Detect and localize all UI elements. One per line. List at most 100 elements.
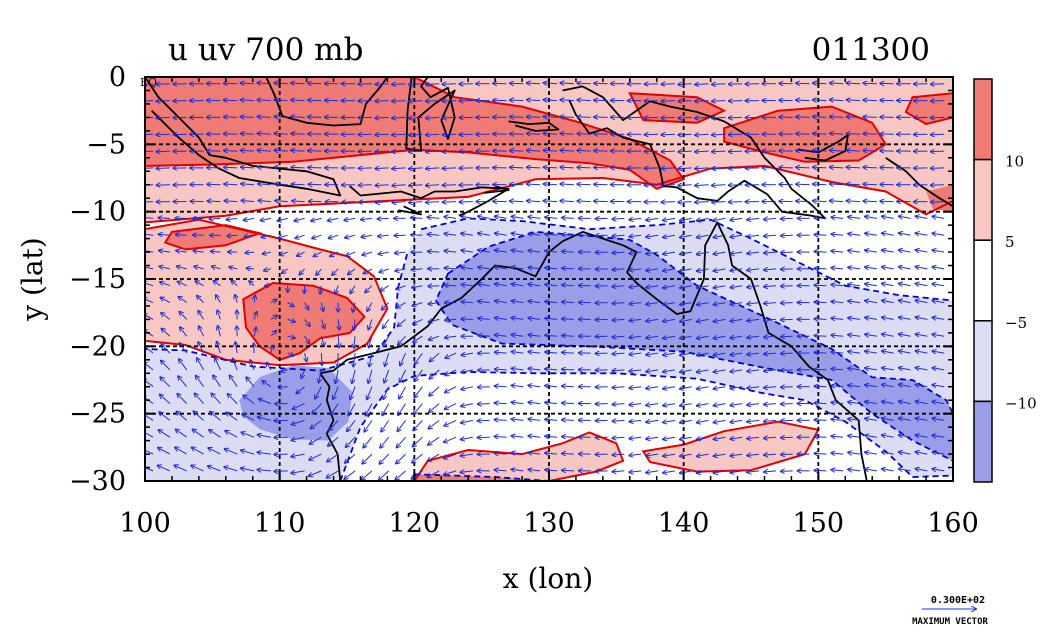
wind-vector <box>320 285 322 294</box>
wind-vector <box>394 252 406 253</box>
wind-vector <box>644 117 659 118</box>
wind-vector <box>695 168 709 169</box>
wind-vector <box>292 201 305 202</box>
wind-vector <box>197 358 205 371</box>
wind-vector <box>478 284 490 286</box>
wind-vector <box>494 284 507 286</box>
wind-vector <box>764 235 776 236</box>
wind-vector <box>145 430 154 438</box>
wind-vector <box>304 302 309 310</box>
wind-vector <box>327 453 339 462</box>
wind-vector <box>509 167 524 168</box>
wind-vector <box>282 268 288 274</box>
wind-vector <box>350 285 356 294</box>
wind-vector <box>398 335 406 345</box>
wind-vector <box>930 202 945 203</box>
wind-vector <box>932 334 945 336</box>
wind-vector <box>932 284 945 286</box>
wind-vector <box>258 201 271 202</box>
wind-vector <box>382 403 390 416</box>
wind-vector <box>260 218 272 220</box>
wind-vector <box>629 471 642 472</box>
wind-vector <box>730 353 743 355</box>
wind-vector <box>848 402 861 404</box>
wind-vector <box>428 420 440 429</box>
wind-vector <box>577 150 591 151</box>
wind-vector <box>663 387 675 389</box>
wind-vector <box>264 269 272 271</box>
wind-vector <box>444 217 457 219</box>
wind-vector <box>442 84 457 85</box>
wind-vector <box>696 336 709 338</box>
wind-vector <box>160 377 171 388</box>
wind-vector <box>646 319 659 321</box>
wind-vector <box>301 369 305 379</box>
wind-vector <box>829 150 844 151</box>
wind-vector <box>543 167 558 168</box>
wind-vector <box>528 267 541 269</box>
wind-vector <box>494 420 507 421</box>
wind-vector <box>713 235 726 237</box>
wind-vector <box>545 285 558 286</box>
wind-vector <box>346 251 356 256</box>
wind-vector <box>915 267 928 269</box>
wind-vector <box>307 117 322 118</box>
wind-vector <box>679 353 692 355</box>
wind-vector <box>509 100 524 101</box>
wind-vector <box>663 303 675 305</box>
colorbar-labels: 10 5 −5 −10 <box>1005 153 1037 413</box>
wind-vector <box>243 218 255 220</box>
wind-vector <box>629 437 642 439</box>
wind-vector <box>915 368 928 370</box>
wind-vector <box>713 454 726 456</box>
wind-vector <box>445 369 457 376</box>
wind-vector <box>145 234 154 235</box>
wind-vector <box>932 452 945 454</box>
coastline-segment <box>405 77 456 152</box>
wind-vector <box>679 370 692 372</box>
wind-vector <box>560 201 574 202</box>
wind-vector <box>780 437 793 438</box>
wind-vector <box>562 319 574 320</box>
wind-vector <box>528 469 541 471</box>
wind-vector <box>445 386 457 393</box>
wind-vector <box>545 352 558 353</box>
wind-vector <box>545 217 558 218</box>
wind-vector <box>180 327 188 337</box>
wind-vector <box>350 386 356 400</box>
wind-vector <box>612 353 625 354</box>
wind-vector <box>881 435 894 437</box>
wind-vector <box>369 352 372 367</box>
wind-vector <box>848 234 861 236</box>
wind-vector <box>258 399 272 405</box>
wind-vector <box>678 168 692 169</box>
wind-vector <box>629 252 642 253</box>
wind-vector <box>257 417 272 421</box>
wind-vector <box>898 418 911 420</box>
wind-vector <box>865 284 877 286</box>
wind-vector <box>443 453 457 459</box>
wind-vector <box>528 369 541 370</box>
wind-vector <box>331 403 339 416</box>
wind-vector <box>846 201 861 202</box>
wind-vector <box>197 296 204 303</box>
wind-vector <box>932 368 945 370</box>
wind-vector <box>278 235 288 238</box>
wind-vector <box>780 454 793 455</box>
wind-vector <box>364 420 373 432</box>
wind-vector <box>764 218 776 219</box>
wind-vector <box>863 151 877 152</box>
wind-vector <box>425 202 440 203</box>
wind-vector <box>429 403 440 413</box>
wind-vector <box>881 418 894 420</box>
wind-vector <box>881 284 894 286</box>
wind-vector <box>562 403 574 404</box>
wind-vector <box>461 250 473 252</box>
wind-vector <box>562 352 574 353</box>
wind-vector <box>178 376 188 388</box>
wind-vector <box>494 386 507 387</box>
wind-vector <box>848 318 861 320</box>
wind-vector <box>663 252 675 254</box>
wind-vector <box>663 286 675 288</box>
